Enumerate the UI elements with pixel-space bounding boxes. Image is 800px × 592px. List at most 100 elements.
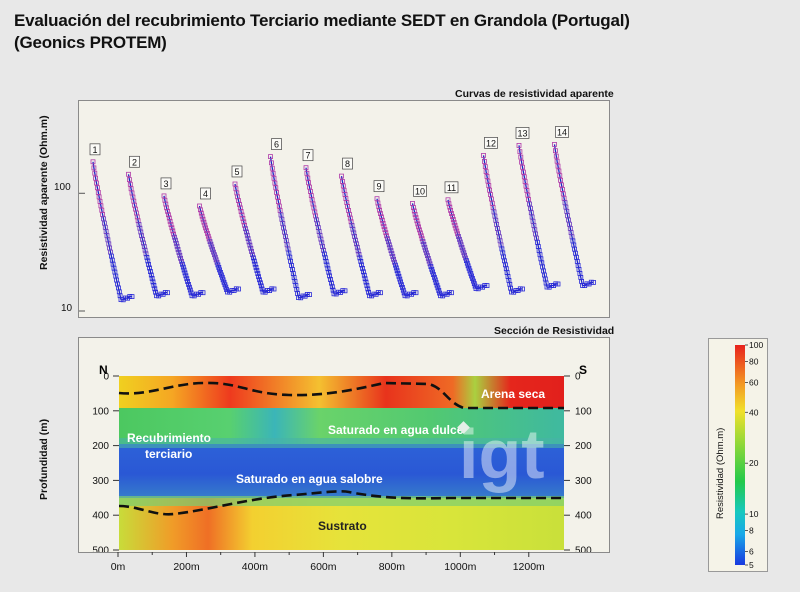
curve-point bbox=[469, 273, 475, 279]
depth-tick-label-right: 400 bbox=[575, 511, 592, 522]
curve-point bbox=[203, 225, 208, 231]
curve-label: 12 bbox=[486, 138, 496, 148]
curve-point bbox=[340, 183, 346, 189]
resistivity-curve: 2 bbox=[126, 155, 170, 299]
curve-point bbox=[483, 169, 489, 174]
curve-point bbox=[330, 287, 336, 293]
curve-point bbox=[520, 286, 525, 292]
curve-point bbox=[186, 281, 191, 287]
curve-point bbox=[558, 177, 564, 183]
curve-point bbox=[245, 236, 251, 242]
depth-axis-left: 0 100 200 300 400 500 bbox=[92, 372, 119, 557]
curve-point bbox=[399, 282, 404, 288]
curve-point bbox=[205, 233, 211, 239]
igt-watermark: igt bbox=[459, 415, 545, 493]
curve-point bbox=[394, 268, 400, 274]
depth-tick-label-right: 500 bbox=[575, 546, 592, 553]
curve-point bbox=[521, 174, 527, 180]
curve-point bbox=[421, 241, 427, 247]
depth-tick-label-left: 400 bbox=[92, 511, 109, 522]
curve-point bbox=[451, 220, 457, 225]
curve-point bbox=[304, 170, 310, 176]
depth-tick-label-right: 300 bbox=[575, 476, 592, 487]
curve-point bbox=[484, 174, 490, 179]
resistivity-curve: 12 bbox=[481, 137, 525, 295]
curve-point bbox=[484, 283, 490, 289]
curve-point bbox=[208, 241, 214, 247]
curve-point bbox=[198, 210, 204, 216]
curve-point bbox=[188, 290, 194, 296]
depth-tick-label-left: 200 bbox=[92, 441, 109, 452]
curve-point bbox=[223, 284, 229, 290]
curve-point bbox=[591, 279, 596, 285]
curve-point bbox=[97, 199, 103, 204]
curve-point bbox=[428, 264, 434, 270]
curve-point bbox=[141, 244, 147, 250]
depth-axis-right: 0 100 200 300 400 500 bbox=[564, 372, 592, 557]
curve-point bbox=[274, 190, 280, 195]
section-panel: igt Arena seca Saturado en agua dulce Re… bbox=[78, 337, 610, 557]
curve-point bbox=[422, 244, 428, 250]
curve-point bbox=[485, 178, 491, 184]
curve-point bbox=[518, 154, 524, 160]
curve-point bbox=[184, 276, 190, 282]
curve-point bbox=[253, 264, 259, 270]
curve-point bbox=[431, 272, 436, 278]
curve-point bbox=[426, 258, 432, 264]
curve-point bbox=[464, 260, 470, 266]
label-agua-dulce: Saturado en agua dulce bbox=[328, 423, 464, 437]
curve-point bbox=[146, 262, 151, 267]
curve-label: 13 bbox=[517, 128, 527, 138]
label-recubrimiento-2: terciario bbox=[145, 447, 192, 461]
curve-point bbox=[384, 233, 390, 239]
resistivity-curve: 7 bbox=[302, 149, 348, 297]
curve-point bbox=[415, 221, 421, 227]
curve-point bbox=[397, 276, 403, 282]
curve-point bbox=[258, 283, 264, 289]
resistivity-curve: 14 bbox=[552, 126, 596, 289]
resistivity-section: igt Arena seca Saturado en agua dulce Re… bbox=[92, 363, 592, 557]
label-arena-seca: Arena seca bbox=[481, 387, 545, 401]
curve-point bbox=[434, 282, 440, 288]
curve-point bbox=[271, 286, 277, 292]
curve-point bbox=[152, 286, 158, 292]
curve-point bbox=[222, 282, 228, 288]
curve-point bbox=[236, 201, 242, 207]
resistivity-curve: 11 bbox=[444, 181, 490, 292]
curves-y-axis-label: Resistividad aparente (Ohm.m) bbox=[38, 115, 50, 270]
curve-point bbox=[459, 244, 465, 250]
curve-label: 10 bbox=[415, 186, 425, 196]
curve-point bbox=[273, 185, 279, 191]
section-y-axis-label: Profundidad (m) bbox=[38, 418, 50, 500]
curve-point bbox=[206, 236, 212, 242]
curve-point bbox=[213, 257, 219, 263]
curve-point bbox=[430, 269, 436, 275]
curve-point bbox=[520, 169, 526, 175]
curve-point bbox=[143, 251, 149, 257]
dry-sand-zone bbox=[119, 376, 564, 412]
curve-point bbox=[388, 248, 394, 254]
curve-point bbox=[557, 173, 563, 179]
curve-point bbox=[390, 254, 396, 259]
curve-point bbox=[361, 272, 367, 278]
curve-point bbox=[249, 249, 255, 254]
curve-point bbox=[339, 179, 345, 184]
curve-point bbox=[151, 282, 157, 288]
curve-label: 3 bbox=[163, 179, 168, 189]
curve-point bbox=[325, 266, 331, 272]
curve-point bbox=[219, 274, 225, 280]
curve-point bbox=[412, 212, 418, 217]
curve-point bbox=[452, 222, 458, 228]
curve-label-box bbox=[484, 137, 498, 149]
curve-label-box bbox=[302, 149, 314, 162]
curve-point bbox=[463, 258, 469, 264]
curve-point bbox=[460, 247, 466, 253]
curve-point bbox=[166, 215, 172, 221]
curve-point bbox=[470, 276, 475, 281]
curve-point bbox=[470, 278, 476, 284]
curve-point bbox=[239, 212, 245, 218]
curve-point bbox=[218, 269, 223, 275]
curve-point bbox=[238, 209, 244, 214]
curve-point bbox=[303, 165, 309, 171]
curve-label-box bbox=[160, 177, 172, 190]
